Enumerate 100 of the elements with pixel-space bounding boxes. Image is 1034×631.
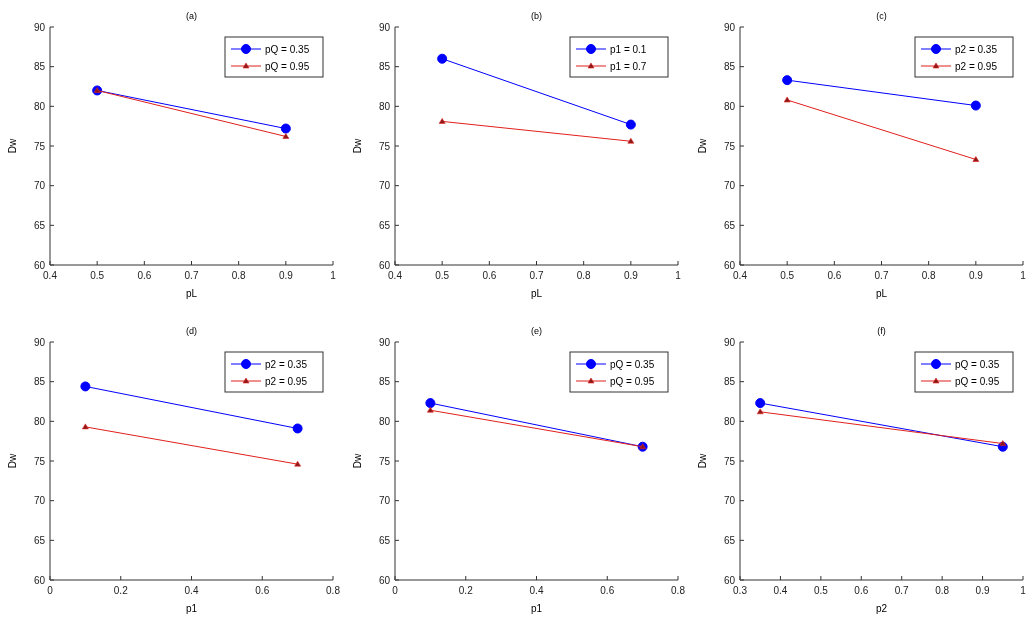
y-tick-label: 70 <box>33 495 46 507</box>
x-axis-title: p2 <box>875 603 888 614</box>
legend-label: p2 = 0.35 <box>955 43 998 55</box>
legend-label: pQ = 0.95 <box>955 375 1000 387</box>
y-tick-label: 75 <box>378 455 391 467</box>
x-axis-title: pL <box>185 288 198 299</box>
legend-label: p2 = 0.95 <box>265 375 308 387</box>
y-tick-label: 90 <box>723 21 736 33</box>
y-tick-label: 70 <box>723 180 736 192</box>
x-tick-label: 0.6 <box>255 585 270 596</box>
x-tick-label: 0.6 <box>854 585 869 596</box>
y-tick-label: 80 <box>723 415 736 427</box>
x-tick-label: 0.6 <box>482 270 497 281</box>
x-tick-label: 0 <box>47 585 54 596</box>
y-axis-title: Dw <box>697 138 708 154</box>
point <box>755 398 766 409</box>
y-tick-label: 75 <box>723 140 736 152</box>
x-tick-label: 0.4 <box>529 585 544 596</box>
y-tick-label: 85 <box>378 61 391 73</box>
x-tick-label: 0.4 <box>184 585 199 596</box>
y-tick-label: 60 <box>723 259 736 271</box>
y-tick-label: 90 <box>33 21 46 33</box>
chart-title: (c) <box>876 11 887 21</box>
x-tick-label: 0.9 <box>975 585 990 596</box>
x-tick-label: 0.5 <box>90 270 105 281</box>
x-tick-label: 0.5 <box>813 585 829 596</box>
y-tick-label: 85 <box>33 376 46 388</box>
point <box>625 119 636 130</box>
y-tick-label: 70 <box>723 495 736 507</box>
chart-title: (e) <box>531 326 542 336</box>
y-tick-label: 80 <box>723 100 736 112</box>
y-axis-title: Dw <box>352 453 363 469</box>
legend-label: pQ = 0.35 <box>610 358 655 370</box>
y-tick-label: 75 <box>378 140 391 152</box>
x-axis-title: pL <box>875 288 888 299</box>
y-tick-label: 75 <box>33 455 46 467</box>
x-axis-title: p1 <box>185 603 198 614</box>
y-tick-label: 90 <box>33 336 46 348</box>
chart-title: (b) <box>531 11 542 21</box>
y-tick-label: 75 <box>33 140 46 152</box>
y-tick-label: 60 <box>378 259 391 271</box>
y-tick-label: 85 <box>723 61 736 73</box>
y-tick-label: 85 <box>378 376 391 388</box>
y-tick-label: 65 <box>723 534 736 546</box>
y-tick-label: 90 <box>378 336 391 348</box>
point <box>970 100 981 111</box>
legend-label: p1 = 0.7 <box>610 60 647 72</box>
y-tick-label: 65 <box>33 534 46 546</box>
y-tick-label: 75 <box>723 455 736 467</box>
y-tick-label: 65 <box>378 534 391 546</box>
point <box>437 53 448 64</box>
y-tick-label: 80 <box>33 100 46 112</box>
y-tick-label: 65 <box>723 219 736 231</box>
x-tick-label: 0.8 <box>935 585 950 596</box>
y-axis-title: Dw <box>7 453 18 469</box>
x-tick-label: 1 <box>675 270 682 281</box>
x-tick-label: 0.6 <box>600 585 615 596</box>
x-tick-label: 0.7 <box>874 270 889 281</box>
y-axis-title: Dw <box>697 453 708 469</box>
x-tick-label: 0.9 <box>278 270 294 281</box>
x-tick-label: 1 <box>1020 585 1027 596</box>
y-tick-label: 90 <box>378 21 391 33</box>
x-tick-label: 0.8 <box>921 270 937 281</box>
x-tick-label: 0.4 <box>43 270 58 281</box>
y-tick-label: 70 <box>378 495 391 507</box>
legend-label: p2 = 0.95 <box>955 60 998 72</box>
x-tick-label: 0.5 <box>435 270 450 281</box>
y-tick-label: 80 <box>33 415 46 427</box>
chart-title: (f) <box>877 326 886 336</box>
x-tick-label: 0.9 <box>968 270 984 281</box>
x-tick-label: 0.5 <box>780 270 795 281</box>
x-axis-title: pL <box>530 288 543 299</box>
x-tick-label: 0.9 <box>623 270 639 281</box>
y-tick-label: 85 <box>33 61 46 73</box>
point <box>280 123 291 134</box>
y-tick-label: 70 <box>378 180 391 192</box>
legend-label: pQ = 0.95 <box>610 375 655 387</box>
x-tick-label: 0.8 <box>231 270 247 281</box>
y-axis-title: Dw <box>352 138 363 154</box>
x-tick-label: 1 <box>330 270 337 281</box>
x-tick-label: 0.6 <box>137 270 152 281</box>
y-tick-label: 60 <box>33 259 46 271</box>
x-tick-label: 0.7 <box>184 270 199 281</box>
legend-label: pQ = 0.35 <box>955 358 1000 370</box>
y-tick-label: 65 <box>378 219 391 231</box>
y-tick-label: 80 <box>378 415 391 427</box>
x-tick-label: 0.2 <box>458 585 474 596</box>
x-tick-label: 0.4 <box>773 585 788 596</box>
legend-label: pQ = 0.35 <box>265 43 310 55</box>
x-tick-label: 0.7 <box>529 270 544 281</box>
x-tick-label: 0.7 <box>894 585 910 596</box>
x-tick-label: 0.4 <box>388 270 403 281</box>
point <box>292 423 303 434</box>
y-tick-label: 85 <box>723 376 736 388</box>
chart-title: (a) <box>186 11 197 21</box>
point <box>80 381 91 392</box>
y-tick-label: 80 <box>378 100 391 112</box>
legend-label: p2 = 0.35 <box>265 358 308 370</box>
x-tick-label: 0.8 <box>576 270 592 281</box>
legend-label: pQ = 0.95 <box>265 60 310 72</box>
